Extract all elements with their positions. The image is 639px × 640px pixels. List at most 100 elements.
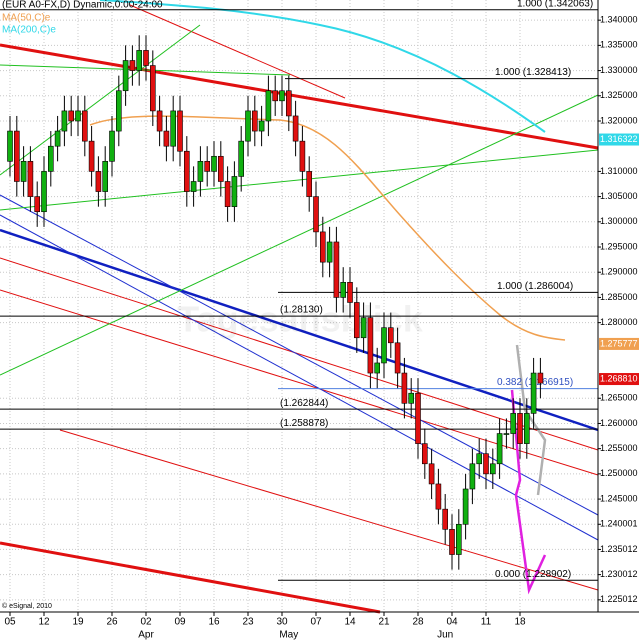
trend-line <box>0 257 599 451</box>
level-label: 1.000 (1.286004) <box>497 281 573 292</box>
trend-line <box>129 4 346 99</box>
month-label: May <box>279 630 298 640</box>
candle-body <box>204 161 210 172</box>
y-tick-label: 1.330000 <box>600 65 638 75</box>
candle-body <box>61 110 68 132</box>
x-tick-label: 07 <box>310 617 322 628</box>
candle-body <box>252 110 258 132</box>
candle-body <box>408 392 415 404</box>
candle-body <box>258 120 265 132</box>
x-tick-label: 12 <box>38 617 50 628</box>
projection-gray <box>515 344 547 496</box>
candle-body <box>102 161 108 192</box>
y-tick-label: 1.340000 <box>600 15 638 25</box>
level-label: (1.258878) <box>280 418 328 429</box>
x-tick-label: 02 <box>140 617 152 628</box>
candle-body <box>47 145 54 172</box>
x-tick-label: 28 <box>412 617 424 628</box>
candle-body <box>95 171 102 192</box>
copyright: © eSignal, 2010 <box>2 602 52 610</box>
candle-body <box>265 90 272 122</box>
ma200-line <box>99 0 546 133</box>
candle-body <box>34 196 41 213</box>
grid <box>0 0 598 612</box>
price-tag <box>599 373 639 386</box>
projection-magenta <box>510 389 547 595</box>
candle-body <box>7 130 13 162</box>
y-tick-label: 1.290000 <box>600 267 638 277</box>
candle-body <box>116 90 122 132</box>
candle-body <box>496 433 503 465</box>
y-tick-label: 1.240001 <box>600 519 638 529</box>
y-tick-label: 1.225012 <box>600 594 638 604</box>
candle-body <box>489 463 496 475</box>
y-tick-label: 1.325000 <box>600 90 638 100</box>
x-tick-label: 23 <box>242 617 254 628</box>
price-tag-label: 1.275777 <box>600 338 638 348</box>
candle-body <box>299 140 306 172</box>
candle-body <box>401 372 408 404</box>
y-tick-label: 1.235012 <box>600 544 638 554</box>
candle-body <box>306 171 313 197</box>
candle-body <box>129 60 136 71</box>
candle-body <box>313 196 319 233</box>
candle-body <box>136 50 142 71</box>
candle-body <box>381 327 387 364</box>
candle-body <box>41 171 47 213</box>
x-tick-label: 11 <box>481 617 492 628</box>
candle-body <box>14 130 20 182</box>
trend-line <box>0 43 599 150</box>
candle-body <box>75 110 81 122</box>
candle-body <box>170 110 176 147</box>
trend-line <box>0 149 599 211</box>
x-tick-label: 19 <box>72 617 84 628</box>
x-tick-label: 04 <box>446 617 458 628</box>
level-label: (1.262844) <box>280 398 328 409</box>
candle-body <box>20 161 27 182</box>
candle-body <box>27 161 34 197</box>
candle-body <box>184 150 190 192</box>
ma50-line <box>89 115 566 341</box>
candle-body <box>88 140 95 172</box>
candle-body <box>231 176 238 207</box>
price-tag <box>599 337 639 350</box>
candle-body <box>510 413 517 434</box>
x-tick-label: 05 <box>4 617 16 628</box>
candle-body <box>530 372 537 414</box>
x-tick-label: 09 <box>174 617 186 628</box>
candle-body <box>394 342 401 374</box>
legend-entry: MA(50,C)e <box>2 13 51 24</box>
candle-body <box>523 413 530 444</box>
y-tick-label: 1.230012 <box>600 569 638 579</box>
month-label: Jun <box>437 630 453 640</box>
y-tick-label: 1.265000 <box>600 393 638 403</box>
y-tick-label: 1.295000 <box>600 241 638 251</box>
candle-body <box>462 488 469 525</box>
candle-body <box>224 181 231 207</box>
y-tick-label: 1.255000 <box>600 443 638 453</box>
candle-body <box>245 110 251 142</box>
candle-body <box>54 130 61 147</box>
y-tick-label: 1.250000 <box>600 468 638 478</box>
level-label: 1.000 (1.328413) <box>495 67 571 78</box>
candle-body <box>449 529 455 555</box>
chart-title: (EUR A0-FX,D) Dynamic,0:00-24:00 <box>2 0 163 11</box>
y-tick-label: 1.335000 <box>600 40 638 50</box>
level-label: 0.000 (1.228902) <box>495 569 571 580</box>
x-tick-label: 14 <box>344 617 356 628</box>
candle-body <box>319 231 326 263</box>
trend-line <box>0 94 599 376</box>
candle-body <box>455 523 462 555</box>
y-tick-label: 1.245000 <box>600 493 638 503</box>
candle-body <box>421 443 428 465</box>
trend-line <box>0 24 201 176</box>
candle-body <box>156 110 163 132</box>
candle-body <box>326 241 333 263</box>
candle-body <box>340 282 347 298</box>
candle-body <box>347 282 353 303</box>
x-tick-label: 30 <box>276 617 288 628</box>
candle-body <box>367 317 374 374</box>
candle-body <box>82 110 88 142</box>
